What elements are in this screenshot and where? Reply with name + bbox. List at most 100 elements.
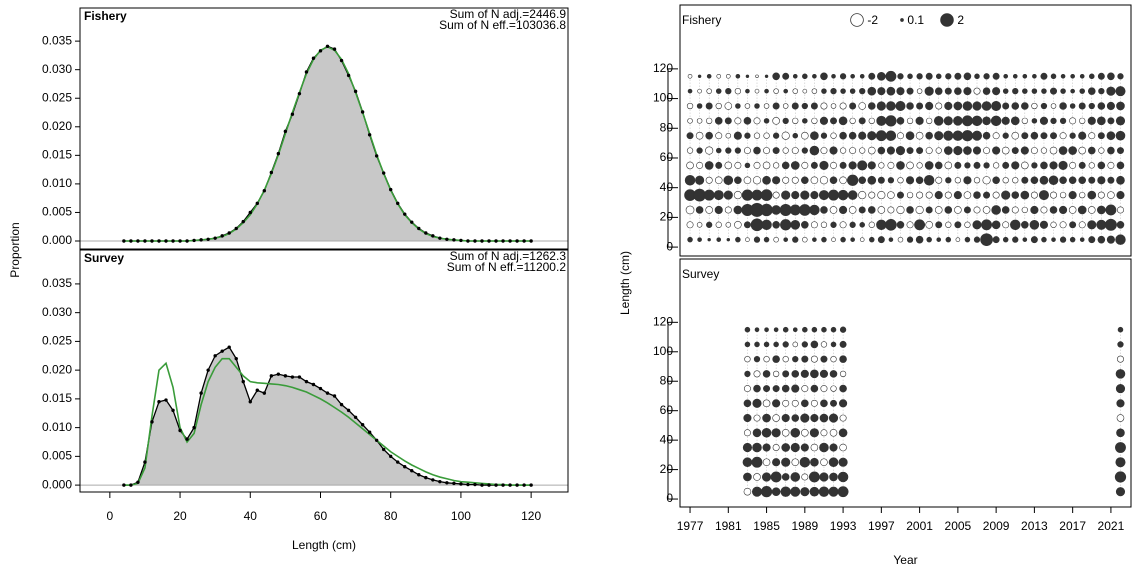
- residual-bubble: [859, 87, 866, 95]
- residual-bubble: [1021, 221, 1029, 229]
- residual-bubble: [706, 88, 712, 94]
- x-tick-label: 40: [244, 509, 258, 523]
- residual-bubble: [1079, 88, 1085, 94]
- residual-bubble: [810, 340, 819, 349]
- residual-bubble: [1050, 221, 1057, 228]
- residual-bubble: [743, 487, 752, 496]
- residual-bubble: [1107, 72, 1115, 81]
- residual-bubble: [1117, 326, 1124, 333]
- residual-bubble: [1059, 236, 1067, 243]
- data-point: [487, 239, 491, 243]
- residual-bubble: [886, 101, 896, 111]
- y-tick-label: 40: [660, 180, 674, 194]
- residual-bubble: [1078, 146, 1087, 155]
- residual-bubble: [935, 221, 943, 229]
- residual-bubble: [857, 160, 868, 171]
- residual-bubble: [1002, 177, 1009, 184]
- residual-bubble: [963, 72, 972, 81]
- data-point: [297, 375, 302, 379]
- y-tick-label: 0.015: [42, 148, 72, 162]
- residual-bubble: [1117, 341, 1124, 348]
- residual-bubble: [809, 204, 820, 216]
- residual-bubble: [1078, 161, 1086, 169]
- x-tick-label: 80: [384, 509, 398, 523]
- residual-bubble: [735, 73, 741, 79]
- residual-bubble: [925, 191, 933, 199]
- residual-bubble: [761, 427, 772, 438]
- residual-bubble: [869, 236, 875, 243]
- residual-bubble: [1021, 206, 1028, 214]
- residual-bubble: [751, 189, 763, 201]
- residual-bubble: [753, 146, 761, 155]
- x-tick-label: 1977: [677, 519, 704, 533]
- data-point: [164, 398, 168, 402]
- residual-bubble: [887, 206, 895, 214]
- data-point: [192, 238, 196, 243]
- residual-bubble: [696, 103, 703, 109]
- residual-bubble: [782, 147, 789, 154]
- data-point: [262, 391, 267, 395]
- data-point: [255, 201, 259, 206]
- residual-bubble: [896, 87, 905, 96]
- residual-bubble: [1038, 190, 1049, 201]
- residual-bubble: [1050, 191, 1058, 199]
- y-tick-label: 40: [660, 432, 674, 446]
- residual-bubble: [684, 175, 696, 186]
- residual-bubble: [724, 161, 733, 170]
- residual-bubble: [858, 131, 867, 140]
- data-point: [522, 483, 526, 487]
- data-point: [424, 475, 428, 480]
- x-tick-label: 120: [521, 509, 541, 523]
- residual-bubble: [953, 116, 963, 126]
- data-point: [459, 238, 463, 243]
- residual-bubble: [906, 221, 914, 229]
- residual-bubble: [745, 74, 750, 79]
- y-tick-label: 120: [653, 314, 673, 328]
- data-point: [178, 428, 182, 433]
- residual-bubble: [953, 101, 963, 111]
- residual-bubble: [819, 413, 829, 423]
- residual-bubble: [800, 190, 810, 200]
- residual-bubble: [1060, 88, 1066, 94]
- residual-bubble: [764, 74, 769, 79]
- residual-bubble: [801, 355, 809, 363]
- y-axis-title: Length (cm): [618, 251, 632, 315]
- residual-bubble: [1088, 162, 1095, 169]
- residual-bubble: [820, 132, 828, 139]
- y-tick-label: 60: [660, 403, 674, 417]
- residual-bubble: [972, 146, 982, 155]
- residual-bubble: [830, 132, 837, 139]
- residual-bubble: [1021, 176, 1029, 184]
- residual-bubble: [1012, 177, 1019, 184]
- residual-bubble: [801, 147, 808, 154]
- residual-bubble: [1070, 88, 1075, 94]
- data-point: [241, 379, 245, 384]
- residual-bubble: [875, 130, 887, 142]
- residual-bubble: [1002, 132, 1009, 139]
- residual-bubble: [819, 160, 829, 170]
- residual-bubble: [885, 218, 897, 231]
- residual-bubble: [733, 131, 742, 140]
- residual-bubble: [716, 237, 722, 242]
- residual-bubble: [1011, 102, 1020, 110]
- data-point: [276, 372, 281, 376]
- residual-bubble: [802, 118, 808, 124]
- residual-bubble: [906, 147, 914, 155]
- residual-bubble: [944, 206, 953, 214]
- y-tick-label: 0.000: [42, 477, 72, 491]
- residual-bubble: [972, 220, 982, 230]
- residual-bubble: [1068, 206, 1077, 214]
- residual-bubble: [772, 221, 780, 229]
- residual-bubble: [1041, 236, 1047, 243]
- residual-bubble: [1115, 130, 1126, 141]
- residual-bubble: [792, 132, 799, 139]
- residual-bubble: [1096, 219, 1107, 230]
- residual-bubble: [1001, 206, 1010, 214]
- residual-bubble: [962, 101, 973, 111]
- data-point: [403, 212, 407, 216]
- residual-bubble: [858, 191, 867, 200]
- y-tick-label: 120: [653, 61, 673, 75]
- residual-bubble: [933, 116, 944, 126]
- y-tick-label: 80: [660, 120, 674, 134]
- residual-bubble: [887, 161, 895, 169]
